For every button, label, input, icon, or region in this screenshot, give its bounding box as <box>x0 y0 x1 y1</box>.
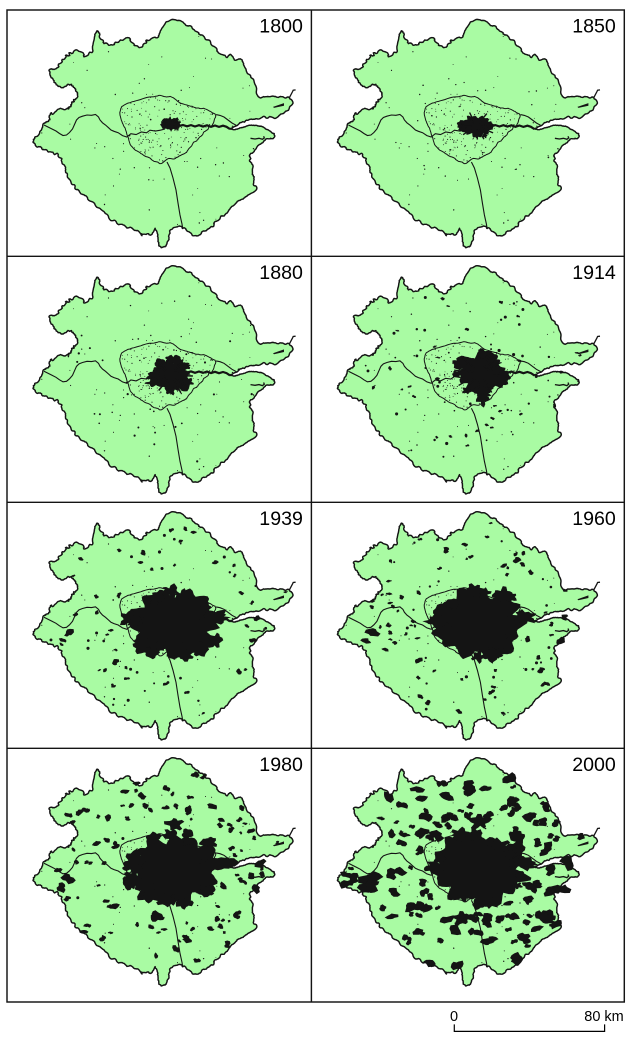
svg-text:1939: 1939 <box>259 508 303 530</box>
svg-text:1980: 1980 <box>259 754 303 776</box>
svg-text:1880: 1880 <box>259 262 303 284</box>
svg-text:2000: 2000 <box>572 754 616 776</box>
svg-text:1960: 1960 <box>572 508 616 530</box>
svg-text:80 km: 80 km <box>584 1009 624 1025</box>
svg-text:0: 0 <box>450 1009 458 1025</box>
svg-text:1800: 1800 <box>259 16 303 38</box>
svg-text:1850: 1850 <box>572 16 616 38</box>
svg-text:1914: 1914 <box>572 262 616 284</box>
